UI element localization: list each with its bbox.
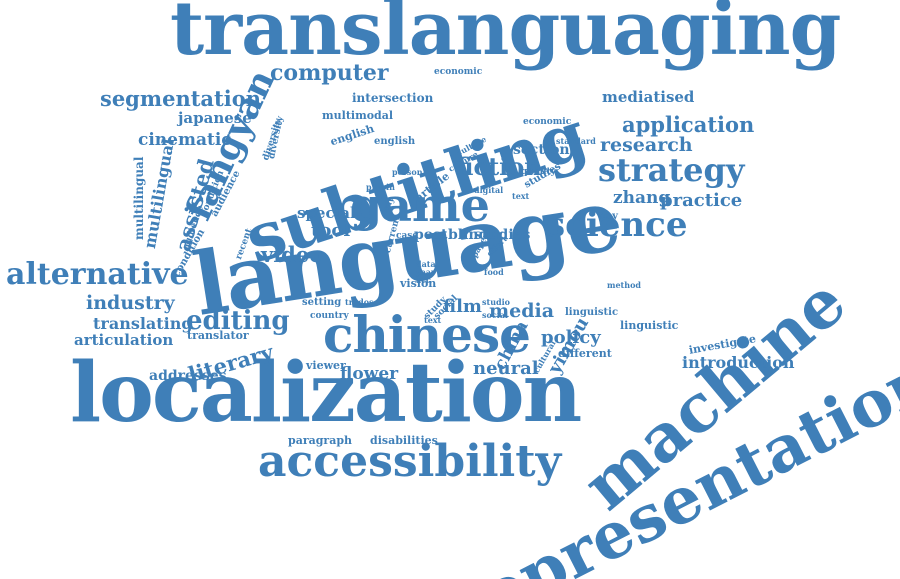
word-cloud-word: trados [345,297,374,307]
word-cloud-word: digital [474,185,504,195]
word-cloud-word: viewer [306,359,346,372]
word-cloud-word: english [328,122,376,149]
word-cloud-word: year [416,267,436,277]
word-cloud-word: linguistic [565,307,619,318]
word-cloud-word: different [558,347,612,360]
word-cloud-word: localization [70,345,582,441]
word-cloud-word: linguistic [620,319,679,332]
word-cloud-word: country [310,311,349,321]
word-cloud-word: multimodal [322,109,394,122]
word-cloud-word: segmentation [100,86,261,111]
word-cloud-word: application [622,112,755,137]
word-cloud-word: text [512,191,530,201]
word-cloud-word: video [261,242,324,267]
word-cloud-word: film [443,296,482,317]
word-cloud-word: media [489,300,555,322]
word-cloud-word: disabilities [370,434,438,447]
word-cloud-word: flower [340,364,399,384]
word-cloud-word: special [297,204,356,222]
word-cloud-word: alternative [6,257,189,292]
word-cloud-word: studies [474,227,531,243]
word-cloud-word: translanguaging [170,0,841,72]
word-cloud-word: practice [660,190,743,211]
word-cloud-word: multilingual [140,137,179,250]
word-cloud-word: industry [86,292,175,314]
word-cloud-word: mediatised [602,88,695,106]
word-cloud-word: addresses [149,368,227,384]
word-cloud-word: computer [270,60,389,86]
word-cloud-word: section [513,142,570,158]
word-cloud-word: zhang [613,188,671,208]
word-cloud-word: vision [400,277,437,290]
word-cloud-word: neural [473,358,539,379]
word-cloud-word: translating [93,314,193,333]
word-cloud-word: acc [416,275,431,285]
word-cloud-word: editing [186,306,290,336]
word-cloud-word: case [396,231,419,241]
word-cloud-word: food [484,267,504,277]
word-cloud-word: economic [523,117,572,127]
word-cloud-word: multilingual [132,156,146,240]
word-cloud-word: way [597,211,618,222]
word-cloud-word: data [416,259,436,269]
word-cloud-word: translator [187,329,249,342]
word-cloud-word: introduction [682,353,795,372]
word-cloud-word: fiction [456,152,542,181]
word-cloud-word: plugin [366,182,395,192]
word-cloud-word: post [414,227,448,243]
word-cloud-word: game [350,178,490,232]
word-cloud-word: social [482,310,508,320]
word-cloud-word: quality [521,167,556,177]
word-cloud-word: method [607,280,641,290]
word-cloud-word: tool [311,220,351,241]
word-cloud-word: diversity [267,115,286,160]
word-cloud-word: cinematic [138,130,232,150]
word-cloud-word: intersection [352,91,434,105]
word-cloud-word: blind [448,227,489,243]
word-cloud-word: text [424,315,442,325]
word-cloud-word: policy [541,327,601,348]
word-cloud-word: chinese [323,305,531,364]
word-cloud-word: studio [482,297,510,307]
word-cloud-word: japanese [178,109,252,127]
word-cloud-word: articulation [74,331,174,349]
word-cloud-word: research [600,134,693,156]
word-cloud-word: economic [434,67,483,77]
word-cloud-word: accessibility [258,436,562,487]
word-cloud-word: standard [556,136,596,146]
word-cloud-word: english [374,136,416,147]
word-cloud-word: setting [302,297,342,308]
word-cloud-word: person [392,167,423,177]
word-cloud-word: paragraph [288,434,353,447]
word-cloud-word: science [546,205,688,245]
word-cloud-word: strategy [598,151,745,189]
